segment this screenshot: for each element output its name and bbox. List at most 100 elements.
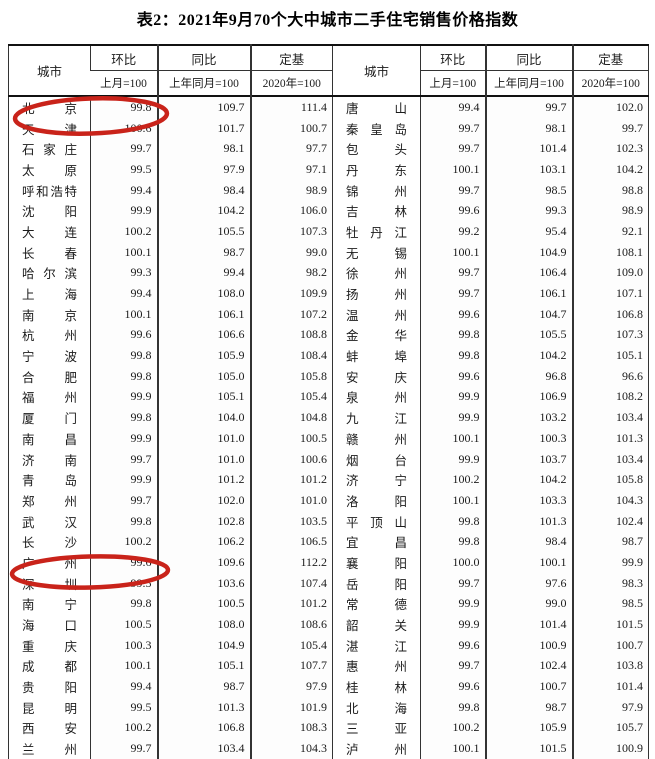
value-cell: 101.3 [571, 428, 649, 449]
table-row: 宁波 99.8 105.9 108.4 蚌埠 99.8 104.2 105.1 [9, 345, 649, 366]
value-cell: 100.5 [156, 593, 251, 615]
value-cell: 99.4 [90, 283, 158, 304]
city-cell: 平顶山 [332, 510, 421, 532]
value-cell: 105.7 [571, 717, 649, 739]
table-row: 长春 100.1 98.7 99.0 无锡 100.1 104.9 108.1 [9, 241, 649, 263]
value-cell: 99.8 [90, 96, 158, 118]
table-row: 大连 100.2 105.5 107.3 牡丹江 99.2 95.4 92.1 [9, 221, 649, 242]
value-cell: 99.8 [420, 345, 486, 366]
city-cell: 蚌埠 [332, 345, 421, 366]
value-cell: 105.4 [249, 386, 333, 408]
value-cell: 99.6 [90, 324, 158, 346]
value-cell: 104.2 [156, 200, 251, 222]
value-cell: 99.2 [420, 221, 486, 242]
value-cell: 108.0 [156, 614, 251, 635]
value-cell: 106.6 [156, 324, 251, 346]
value-cell: 102.4 [571, 510, 649, 532]
value-cell: 96.6 [571, 365, 649, 387]
value-cell: 102.8 [156, 510, 251, 532]
value-cell: 100.1 [90, 303, 158, 325]
value-cell: 102.0 [156, 490, 251, 511]
city-cell: 湛江 [332, 634, 421, 656]
value-cell: 100.1 [484, 552, 573, 573]
value-cell: 106.9 [484, 386, 573, 408]
value-cell: 107.7 [249, 655, 333, 677]
value-cell: 105.1 [156, 655, 251, 677]
value-cell: 100.1 [420, 241, 486, 263]
table-row: 哈尔滨 99.3 99.4 98.2 徐州 99.7 106.4 109.0 [9, 262, 649, 284]
value-cell: 99.5 [90, 159, 158, 180]
city-cell: 韶关 [332, 614, 421, 635]
table-row: 昆明 99.5 101.3 101.9 北海 99.8 98.7 97.9 [9, 696, 649, 718]
value-cell: 99.6 [420, 200, 486, 222]
value-cell: 97.1 [249, 159, 333, 180]
city-cell: 合肥 [22, 370, 77, 385]
city-cell: 青岛 [22, 474, 77, 489]
subheader-base-left: 2020年=100 [249, 70, 333, 96]
city-cell: 上海 [22, 288, 77, 303]
value-cell: 103.8 [571, 655, 649, 677]
value-cell: 101.2 [249, 469, 333, 491]
value-cell: 105.9 [156, 345, 251, 366]
value-cell: 101.4 [484, 614, 573, 635]
header-mom-right: 环比 [420, 45, 486, 71]
value-cell: 97.9 [249, 676, 333, 697]
value-cell: 99.9 [420, 593, 486, 615]
value-cell: 105.5 [156, 221, 251, 242]
table-row: 太原 99.5 97.9 97.1 丹东 100.1 103.1 104.2 [9, 159, 649, 180]
city-cell: 海口 [22, 619, 77, 634]
value-cell: 101.3 [484, 510, 573, 532]
value-cell: 99.9 [571, 552, 649, 573]
table-row: 南宁 99.8 100.5 101.2 常德 99.9 99.0 98.5 [9, 593, 649, 615]
value-cell: 101.0 [249, 490, 333, 511]
value-cell: 99.6 [420, 676, 486, 697]
value-cell: 104.9 [484, 241, 573, 263]
value-cell: 99.7 [571, 117, 649, 139]
table-row: 兰州 99.7 103.4 104.3 泸州 100.1 101.5 100.9 [9, 738, 649, 759]
value-cell: 99.7 [420, 655, 486, 677]
value-cell: 105.5 [484, 324, 573, 346]
header-city-left: 城市 [36, 65, 62, 79]
value-cell: 105.8 [571, 469, 649, 491]
city-cell: 长沙 [22, 536, 77, 551]
value-cell: 101.7 [156, 117, 251, 139]
value-cell: 106.2 [156, 531, 251, 553]
value-cell: 101.3 [156, 696, 251, 718]
value-cell: 103.2 [484, 407, 573, 428]
value-cell: 98.7 [484, 696, 573, 718]
value-cell: 98.1 [484, 117, 573, 139]
city-cell: 徐州 [332, 262, 421, 284]
value-cell: 97.6 [484, 572, 573, 594]
city-cell: 南宁 [22, 598, 77, 613]
city-cell: 泸州 [332, 738, 421, 759]
city-cell: 南京 [22, 308, 77, 323]
table-row: 青岛 99.9 101.2 101.2 济宁 100.2 104.2 105.8 [9, 469, 649, 491]
header-city-right: 城市 [332, 45, 421, 96]
value-cell: 107.3 [249, 221, 333, 242]
city-cell: 锦州 [332, 179, 421, 201]
value-cell: 98.2 [249, 262, 333, 284]
value-cell: 102.3 [571, 138, 649, 160]
city-cell: 昆明 [22, 701, 77, 716]
value-cell: 100.6 [249, 448, 333, 470]
value-cell: 99.9 [90, 386, 158, 408]
city-cell: 福州 [22, 391, 77, 406]
value-cell: 105.0 [156, 365, 251, 387]
table-row: 贵阳 99.4 98.7 97.9 桂林 99.6 100.7 101.4 [9, 676, 649, 697]
value-cell: 100.1 [420, 738, 486, 759]
value-cell: 98.5 [571, 593, 649, 615]
value-cell: 106.8 [156, 717, 251, 739]
value-cell: 99.6 [420, 303, 486, 325]
value-cell: 104.2 [571, 159, 649, 180]
city-cell: 赣州 [332, 428, 421, 449]
value-cell: 103.3 [484, 490, 573, 511]
table-row: 天津 100.6 101.7 100.7 秦皇岛 99.7 98.1 99.7 [9, 117, 649, 139]
value-cell: 103.4 [571, 407, 649, 428]
value-cell: 99.7 [420, 262, 486, 284]
value-cell: 100.1 [420, 428, 486, 449]
value-cell: 99.3 [484, 200, 573, 222]
value-cell: 99.7 [420, 283, 486, 304]
value-cell: 101.0 [156, 428, 251, 449]
value-cell: 106.5 [249, 531, 333, 553]
value-cell: 99.4 [90, 179, 158, 201]
